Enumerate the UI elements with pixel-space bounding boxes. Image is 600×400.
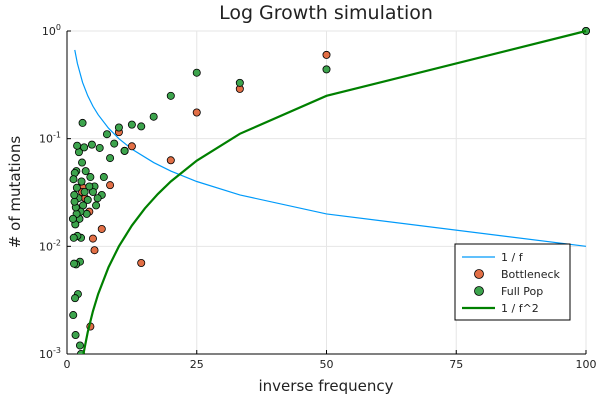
data-point-full-pop	[72, 183, 81, 192]
series-line-1-f	[74, 49, 587, 247]
data-point-full-pop	[322, 65, 331, 74]
x-tick-label: 50	[320, 358, 334, 371]
data-point-full-pop	[106, 154, 115, 163]
series-line-1-f-2	[82, 29, 587, 354]
y-tick-label: 10-3	[39, 346, 61, 361]
legend-label: Bottleneck	[501, 268, 561, 281]
data-point-full-pop	[78, 118, 87, 127]
data-point-bottleneck	[192, 108, 201, 117]
data-point-full-pop	[166, 91, 175, 100]
data-point-full-pop	[120, 146, 129, 155]
series-layer	[68, 26, 591, 354]
data-point-full-pop	[69, 175, 78, 184]
data-point-full-pop	[81, 167, 90, 176]
data-point-full-pop	[92, 201, 101, 210]
data-point-full-pop	[85, 182, 94, 191]
data-point-full-pop	[102, 130, 111, 139]
data-point-full-pop	[69, 311, 78, 320]
data-point-full-pop	[70, 190, 79, 199]
data-point-full-pop	[235, 78, 244, 87]
x-axis-title: inverse frequency	[259, 377, 394, 395]
y-axis-title: # of mutations	[6, 136, 24, 248]
data-point-full-pop	[70, 259, 79, 268]
data-point-bottleneck	[137, 259, 146, 268]
data-point-full-pop	[80, 187, 89, 196]
data-point-bottleneck	[106, 181, 115, 190]
x-tick-label: 75	[449, 358, 463, 371]
chart-title: Log Growth simulation	[219, 2, 433, 24]
x-tick-label: 0	[64, 358, 71, 371]
data-point-full-pop	[86, 173, 95, 182]
y-tick-label: 10-2	[39, 238, 61, 253]
data-point-full-pop	[71, 294, 80, 303]
data-point-full-pop	[114, 123, 123, 132]
legend: 1 / f Bottleneck Full Pop 1 / f^2	[454, 243, 571, 321]
data-point-bottleneck	[127, 142, 136, 151]
legend-label: 1 / f^2	[501, 302, 539, 315]
data-point-bottleneck	[97, 224, 106, 233]
data-point-full-pop	[83, 195, 92, 204]
data-point-full-pop	[75, 341, 84, 350]
x-tick-label: 100	[576, 358, 597, 371]
y-tick-label: 10-1	[39, 131, 61, 146]
legend-label: Full Pop	[501, 285, 543, 298]
data-point-full-pop	[69, 233, 78, 242]
data-point-full-pop	[93, 194, 102, 203]
data-point-full-pop	[87, 140, 96, 149]
data-point-full-pop	[73, 141, 82, 150]
tick-labels: 0 25 50 75 100 10-3 10-2 10-1 100	[39, 23, 596, 371]
data-point-full-pop	[127, 120, 136, 129]
data-point-full-pop	[110, 139, 119, 148]
y-tick-label: 100	[42, 23, 61, 38]
data-point-bottleneck	[88, 234, 97, 243]
data-point-full-pop	[137, 122, 146, 131]
data-point-bottleneck	[322, 50, 331, 59]
data-point-bottleneck	[90, 246, 99, 255]
data-point-full-pop	[95, 143, 104, 152]
data-point-full-pop	[68, 214, 77, 223]
legend-marker-swatch	[474, 269, 484, 279]
legend-marker-swatch	[474, 286, 484, 296]
legend-label: 1 / f	[501, 251, 524, 264]
x-tick-label: 25	[190, 358, 204, 371]
data-point-full-pop	[77, 177, 86, 186]
data-point-full-pop	[192, 68, 201, 77]
data-point-full-pop	[70, 197, 79, 206]
data-point-full-pop	[78, 158, 87, 167]
axes	[66, 30, 587, 355]
data-point-bottleneck	[166, 156, 175, 165]
data-point-full-pop	[71, 331, 80, 340]
data-point-full-pop	[149, 112, 158, 121]
data-point-full-pop	[88, 187, 97, 196]
data-point-full-pop	[99, 173, 108, 182]
